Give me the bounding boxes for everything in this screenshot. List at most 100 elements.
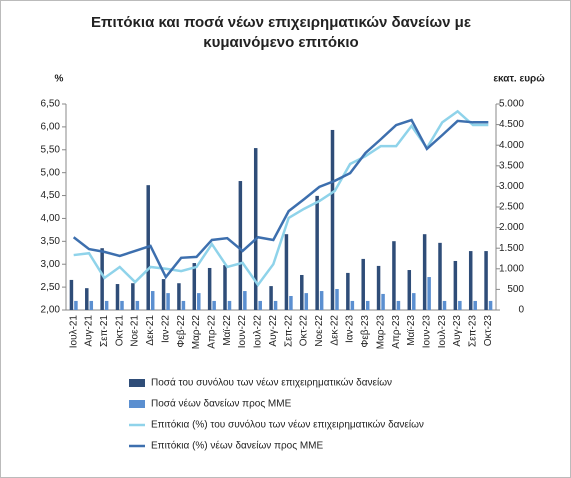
bar: [100, 248, 104, 310]
y2-tick-label: 2.500: [499, 202, 524, 213]
x-tick-label: Απρ-23: [391, 315, 402, 349]
legend-label: Επιτόκια (%) νέων δανείων προς ΜΜΕ: [151, 440, 323, 452]
y-tick-label: 4,00: [41, 213, 61, 224]
x-tick-label: Μαρ-23: [375, 315, 386, 350]
x-tick-label: Αυγ-23: [452, 315, 463, 347]
x-tick-label: Απρ-22: [207, 315, 218, 349]
bar: [468, 251, 473, 310]
x-tick-label: Οκτ-21: [114, 315, 125, 347]
y-tick-label: 5,00: [41, 167, 61, 178]
bar: [365, 300, 370, 310]
bar: [253, 148, 258, 310]
bar: [376, 265, 381, 310]
bar: [412, 293, 416, 310]
bar: [161, 279, 166, 310]
x-tick-label: Νοε-21: [130, 315, 141, 347]
bar: [346, 272, 350, 310]
bar: [484, 251, 488, 310]
bar: [258, 300, 262, 310]
x-tick-label: Σεπ-21: [99, 315, 110, 347]
chart-title: Επιτόκια και ποσά νέων επιχειρηματικών δ…: [91, 14, 471, 51]
x-tick-label: Δεκ-21: [145, 315, 156, 346]
x-tick-label: Ιαν-22: [160, 315, 171, 343]
x-tick-label: Μαϊ-23: [406, 315, 417, 346]
x-tick-label: Αυγ-21: [84, 315, 95, 347]
bar: [438, 242, 442, 310]
y-tick-label: 2,50: [41, 282, 61, 293]
bar: [166, 293, 170, 310]
x-tick-label: Μαρ-22: [191, 315, 202, 350]
bar: [85, 288, 89, 310]
bar: [104, 300, 109, 310]
y2-tick-label: 4.000: [499, 140, 524, 151]
legend-label: Ποσά νέων δανείων προς ΜΜΕ: [151, 398, 292, 410]
x-tick-label: Ιουν-23: [422, 315, 433, 349]
bar: [289, 295, 293, 310]
x-tick-label: Φεβ-23: [360, 315, 371, 348]
y2-tick-label: 1.000: [499, 263, 524, 274]
bar: [335, 288, 339, 310]
bar: [135, 300, 140, 310]
line: [72, 118, 489, 280]
bar: [150, 291, 155, 310]
y-tick-label: 2,00: [41, 305, 61, 316]
y2-tick-label: 5.000: [499, 99, 524, 110]
bar: [212, 300, 216, 310]
bar: [273, 300, 278, 310]
bar: [74, 300, 78, 310]
y2-axis-label: εκατ. ευρώ: [493, 74, 545, 85]
bar: [473, 300, 477, 310]
bar: [361, 258, 365, 310]
y2-tick-label: 2.000: [499, 222, 524, 233]
x-tick-label: Ιουλ-23: [437, 315, 448, 349]
x-tick-label: Ιουλ-22: [253, 315, 264, 349]
legend-label: Επιτόκια (%) του συνόλου των νέων επιχει…: [151, 419, 424, 431]
bar: [269, 286, 273, 310]
y2-tick-label: 3.500: [499, 160, 524, 171]
bar: [223, 265, 227, 310]
bar: [131, 283, 135, 310]
y2-tick-label: 4.500: [499, 119, 524, 130]
bar: [207, 267, 212, 310]
x-tick-label: Σεπ-23: [468, 315, 479, 347]
bar: [197, 293, 201, 310]
bar: [427, 277, 431, 310]
bar: [458, 300, 462, 310]
legend-swatch: [129, 400, 145, 408]
x-tick-label: Αυγ-22: [268, 315, 279, 347]
bar: [192, 263, 197, 310]
bar: [488, 300, 493, 310]
x-tick-label: Μαϊ-22: [222, 315, 233, 346]
bar: [315, 195, 319, 310]
x-tick-label: Ιουλ-21: [68, 315, 79, 349]
x-tick-label: Ιαν-23: [345, 315, 356, 343]
y-tick-label: 3,00: [41, 259, 61, 270]
bar: [238, 181, 243, 310]
y2-tick-label: 1.500: [499, 243, 524, 254]
x-tick-label: Φεβ-22: [176, 315, 187, 348]
bar: [392, 241, 396, 310]
y-tick-label: 6,50: [41, 99, 61, 110]
y-axis-label: %: [55, 74, 64, 85]
bar: [422, 234, 427, 310]
bar: [243, 291, 247, 310]
bar: [120, 300, 124, 310]
legend-swatch: [129, 379, 145, 387]
y-tick-label: 3,50: [41, 236, 61, 247]
x-tick-label: Νοε-22: [314, 315, 325, 347]
x-tick-label: Σεπ-22: [283, 315, 294, 347]
bar: [350, 300, 355, 310]
bar: [177, 283, 181, 310]
bar: [115, 284, 120, 310]
bar: [330, 129, 335, 310]
bar: [89, 300, 94, 310]
bar: [453, 260, 458, 310]
y2-tick-label: 500: [507, 284, 524, 295]
x-tick-label: Ιουν-22: [237, 315, 248, 349]
bar: [284, 234, 289, 310]
bar: [381, 293, 385, 310]
bar: [396, 300, 401, 310]
x-tick-label: Οκτ-22: [299, 315, 310, 347]
